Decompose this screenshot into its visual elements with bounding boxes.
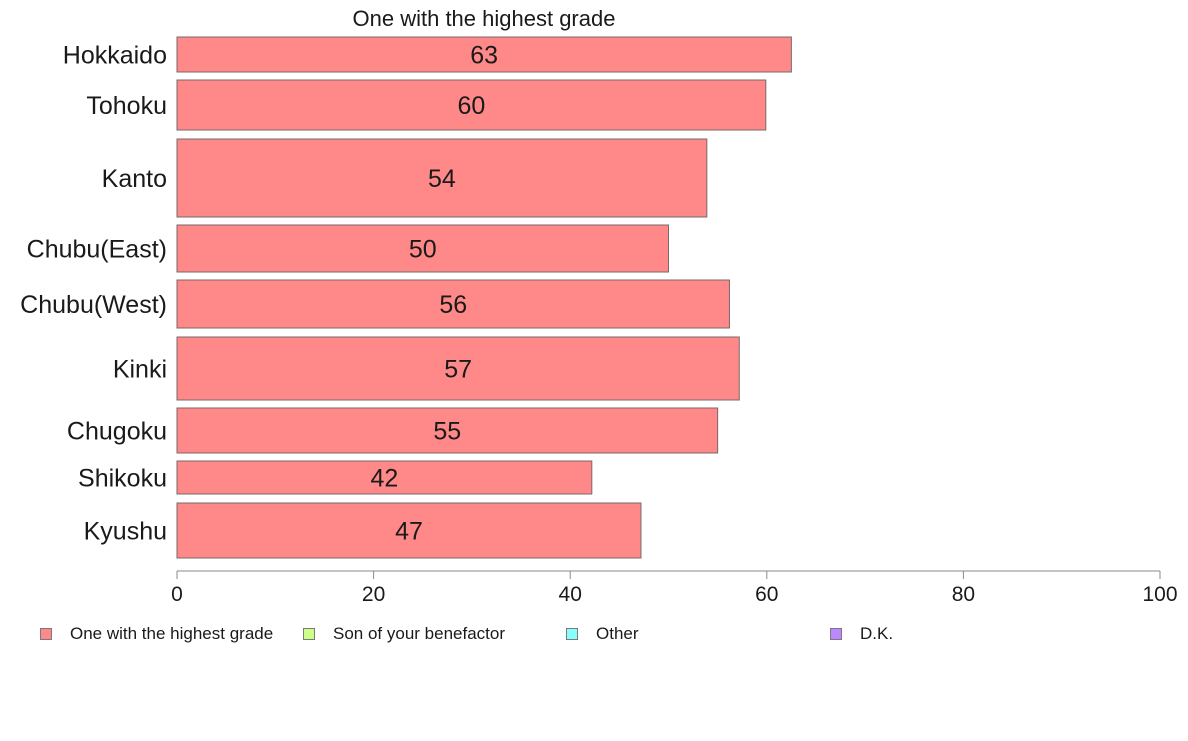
category-labels-layer: Hokkaido Tohoku Kanto Chubu(East) Chubu(West… (20, 42, 167, 546)
category-label-chubu-east: Chubu(East) (27, 236, 167, 264)
legend-item-son-of-benefactor: Son of your benefactor (303, 622, 505, 646)
bar-hokkaido (176, 36, 792, 73)
legend-swatch-highest-grade (40, 628, 52, 640)
legend-label-other: Other (596, 624, 639, 643)
category-label-chugoku: Chugoku (67, 418, 167, 446)
value-label-kinki: 57 (444, 356, 472, 384)
x-tick-label-60: 60 (755, 583, 778, 606)
x-axis: 0 20 40 60 80 100 (171, 570, 1178, 606)
legend: One with the highest grade Son of your b… (0, 622, 1188, 646)
value-label-kanto: 54 (428, 165, 456, 193)
bar-chubu-east (176, 224, 669, 273)
x-tick-label-100: 100 (1142, 583, 1177, 606)
legend-label-dk: D.K. (860, 624, 894, 643)
x-tick-label-80: 80 (952, 583, 975, 606)
x-tick-label-0: 0 (171, 583, 183, 606)
legend-label-son-of-benefactor: Son of your benefactor (333, 624, 506, 643)
bar-kanto (176, 138, 708, 218)
value-label-shikoku: 42 (371, 465, 399, 493)
legend-item-other: Other (566, 622, 639, 646)
category-label-hokkaido: Hokkaido (63, 42, 167, 70)
legend-item-dk: D.K. (830, 622, 893, 646)
category-label-shikoku: Shikoku (78, 465, 167, 493)
x-tick-label-40: 40 (559, 583, 582, 606)
value-label-tohoku: 60 (458, 92, 486, 120)
legend-label-highest-grade: One with the highest grade (70, 624, 274, 643)
bars-layer (176, 36, 792, 559)
bar-chubu-west (176, 279, 730, 329)
chart-title: One with the highest grade (353, 6, 616, 31)
legend-swatch-son-of-benefactor (303, 628, 315, 640)
x-tick-label-20: 20 (362, 583, 385, 606)
value-label-hokkaido: 63 (470, 42, 498, 70)
legend-swatch-other (566, 628, 578, 640)
value-label-chubu-west: 56 (439, 291, 467, 319)
value-label-kyushu: 47 (395, 518, 423, 546)
value-label-chugoku: 55 (433, 418, 461, 446)
bar-chugoku (176, 407, 719, 454)
bar-kyushu (176, 502, 642, 559)
category-label-kyushu: Kyushu (84, 518, 167, 546)
category-label-tohoku: Tohoku (86, 92, 167, 120)
legend-item-highest-grade: One with the highest grade (40, 622, 273, 646)
value-label-chubu-east: 50 (409, 236, 437, 264)
bar-kinki (176, 336, 740, 401)
bar-tohoku (176, 79, 767, 131)
legend-swatch-dk (830, 628, 842, 640)
category-label-kinki: Kinki (113, 356, 167, 384)
bar-shikoku (176, 460, 593, 495)
category-label-chubu-west: Chubu(West) (20, 291, 167, 319)
category-label-kanto: Kanto (102, 165, 167, 193)
